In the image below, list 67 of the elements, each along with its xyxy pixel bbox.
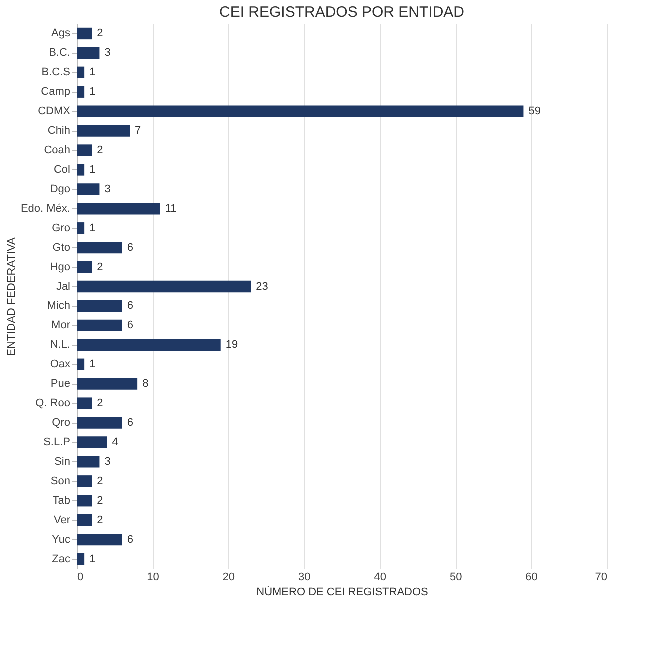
y-tick-label: Pue — [50, 378, 70, 390]
y-axis-title: ENTIDAD FEDERATIVA — [6, 236, 18, 356]
data-label: 8 — [142, 378, 149, 390]
y-tick-label: Hgo — [50, 261, 70, 274]
x-tick-label: 50 — [450, 572, 462, 584]
y-tick-label: Mor — [52, 320, 71, 332]
data-label: 6 — [127, 320, 134, 332]
y-tick-label: N.L. — [50, 339, 70, 352]
data-label: 3 — [104, 183, 111, 196]
data-label: 2 — [97, 514, 104, 526]
y-tick-label: Mich — [47, 300, 70, 312]
y-tick-label: Edo. Méx. — [20, 202, 70, 215]
y-tick-label: Yuc — [52, 534, 71, 546]
y-tick-label: B.C. — [49, 47, 70, 60]
y-tick-label: Gto — [52, 242, 70, 254]
y-tick-label: Dgo — [50, 183, 70, 196]
y-tick-label: Col — [54, 164, 70, 176]
data-label: 1 — [90, 358, 96, 371]
data-label: 2 — [97, 261, 104, 274]
data-label: 1 — [90, 86, 96, 98]
y-tick-label: S.L.P — [44, 436, 70, 448]
x-tick-label: 0 — [78, 572, 84, 584]
data-label: 4 — [112, 436, 118, 448]
x-tick-label: 10 — [147, 572, 160, 584]
y-tick-label: Sin — [54, 456, 70, 468]
x-tick-label: 70 — [595, 572, 608, 584]
data-label: 2 — [97, 494, 104, 507]
x-axis-title: NÚMERO DE CEI REGISTRADOS — [256, 586, 428, 598]
y-tick-label: Ags — [52, 28, 71, 40]
data-label: 1 — [90, 164, 96, 176]
data-label: 2 — [97, 475, 104, 488]
y-tick-label: Camp — [41, 86, 70, 98]
data-label: 1 — [90, 553, 96, 566]
data-label: 7 — [135, 125, 142, 138]
y-tick-label: Gro — [52, 222, 70, 234]
y-tick-label: Ver — [54, 514, 71, 526]
data-label: 23 — [256, 280, 268, 293]
data-label: 59 — [528, 106, 541, 118]
y-tick-label: Qro — [52, 417, 70, 430]
data-label: 11 — [165, 202, 177, 215]
y-tick-label: Oax — [50, 358, 71, 371]
data-label: 2 — [97, 398, 104, 410]
y-tick-label: Chih — [48, 125, 70, 138]
data-label: 3 — [104, 47, 111, 60]
y-tick-label: CDMX — [38, 106, 72, 118]
data-label: 6 — [127, 534, 134, 546]
chart-title: CEI REGISTRADOS POR ENTIDAD — [219, 4, 465, 21]
x-tick-label: 20 — [222, 572, 236, 584]
data-label: 6 — [127, 300, 134, 312]
y-tick-label: Tab — [52, 494, 70, 507]
data-label: 2 — [97, 28, 104, 40]
data-label: 1 — [90, 66, 96, 79]
data-label: 1 — [90, 222, 96, 234]
data-label: 6 — [127, 242, 134, 254]
data-label: 3 — [104, 456, 111, 468]
y-tick-label: Jal — [56, 280, 70, 293]
y-tick-label: Zac — [52, 553, 71, 566]
x-tick-label: 60 — [526, 572, 538, 584]
data-label: 2 — [97, 144, 104, 157]
y-tick-label: Q. Roo — [36, 398, 70, 410]
x-tick-label: 40 — [374, 572, 386, 584]
y-tick-label: B.C.S — [42, 66, 70, 79]
y-tick-label: Coah — [44, 144, 70, 157]
x-tick-label: 30 — [298, 572, 311, 584]
y-tick-label: Son — [50, 475, 70, 488]
data-label: 6 — [127, 417, 134, 430]
data-label: 19 — [226, 339, 238, 352]
